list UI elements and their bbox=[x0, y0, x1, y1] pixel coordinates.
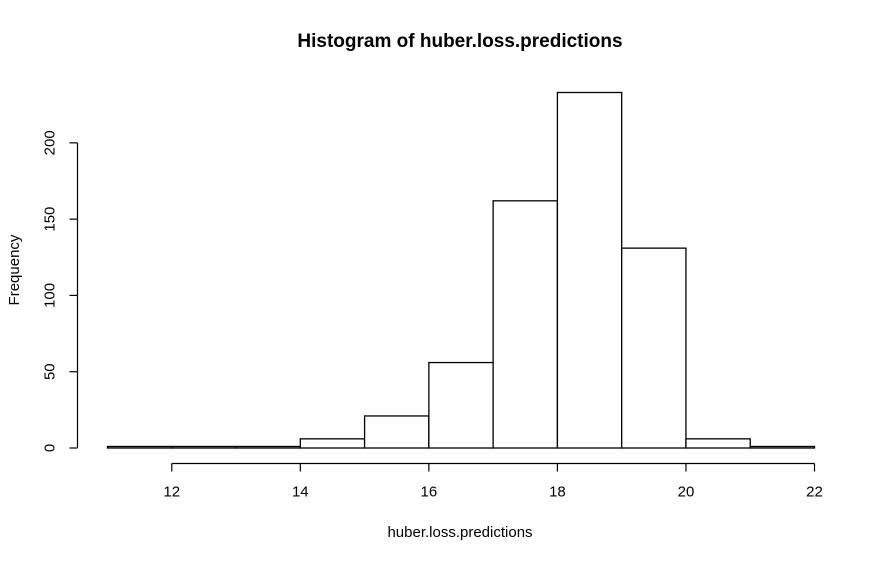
x-tick-label: 14 bbox=[292, 484, 309, 501]
histogram-bar-7 bbox=[492, 200, 559, 449]
histogram-bar-5 bbox=[363, 415, 430, 449]
y-tick-label: 200 bbox=[42, 130, 59, 155]
x-tick-label: 22 bbox=[806, 484, 823, 501]
x-tick-label: 12 bbox=[163, 484, 180, 501]
y-tick-label: 100 bbox=[42, 283, 59, 308]
histogram-bar-3 bbox=[235, 445, 301, 449]
histogram-bar-2 bbox=[171, 445, 237, 449]
x-tick-label: 18 bbox=[549, 484, 566, 501]
histogram-bar-1 bbox=[106, 445, 173, 449]
histogram-bar-4 bbox=[299, 438, 366, 449]
y-tick-label: 0 bbox=[42, 444, 59, 452]
histogram-bar-6 bbox=[428, 361, 494, 449]
y-axis: 0 50 100 150 200 bbox=[42, 130, 79, 452]
y-tick-label: 150 bbox=[42, 207, 59, 232]
x-tick-label: 16 bbox=[421, 484, 438, 501]
x-axis: 12 14 16 18 20 22 bbox=[163, 462, 823, 501]
histogram-bars bbox=[106, 91, 816, 449]
y-axis-label: Frequency bbox=[6, 234, 23, 305]
histogram-bar-10 bbox=[685, 438, 751, 449]
chart-title: Histogram of huber.loss.predictions bbox=[297, 31, 622, 52]
y-tick-label: 50 bbox=[42, 363, 59, 380]
histogram-bar-9 bbox=[621, 247, 687, 449]
histogram-bar-8 bbox=[556, 91, 623, 449]
x-tick-label: 20 bbox=[678, 484, 695, 501]
histogram-bar-11 bbox=[749, 445, 816, 449]
x-axis-label: huber.loss.predictions bbox=[387, 524, 532, 541]
